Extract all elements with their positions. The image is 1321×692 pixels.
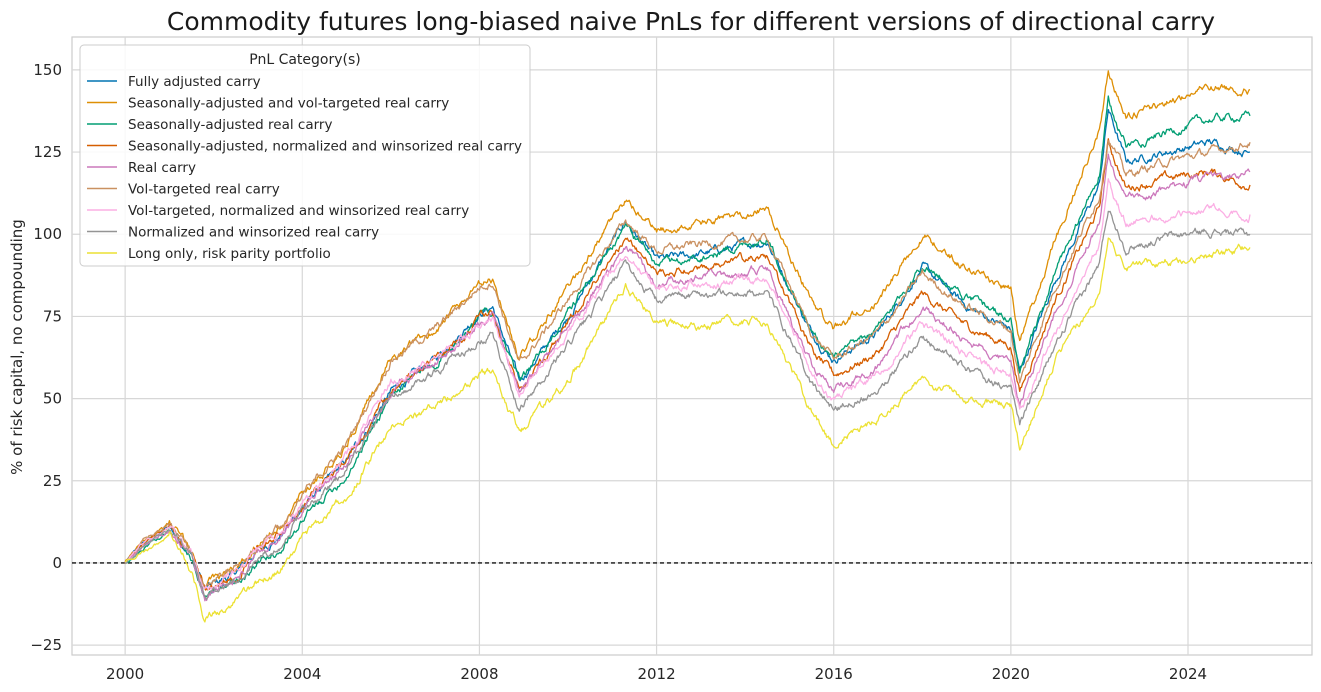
legend-label: Vol-targeted, normalized and winsorized … bbox=[128, 203, 469, 219]
legend-box bbox=[79, 44, 531, 267]
legend: PnL Category(s) Fully adjusted carry Seas… bbox=[79, 44, 531, 267]
y-tick-label: 50 bbox=[43, 390, 62, 408]
x-tick-label: 2016 bbox=[815, 665, 853, 683]
x-tick-label: 2008 bbox=[460, 665, 498, 683]
y-tick-label: 125 bbox=[33, 143, 62, 161]
x-tick-label: 2024 bbox=[1169, 665, 1207, 683]
series-line bbox=[124, 108, 1250, 589]
y-tick-label: 0 bbox=[52, 554, 62, 572]
y-tick-label: 100 bbox=[33, 225, 62, 243]
y-tick-label: 25 bbox=[43, 472, 62, 490]
x-tick-label: 2004 bbox=[283, 665, 321, 683]
legend-label: Vol-targeted real carry bbox=[128, 182, 280, 198]
y-tick-label: 150 bbox=[33, 61, 62, 79]
y-tick-label: 75 bbox=[43, 307, 62, 325]
series-line bbox=[124, 210, 1251, 601]
x-tick-label: 2012 bbox=[637, 665, 675, 683]
legend-label: Fully adjusted carry bbox=[128, 74, 261, 90]
legend-label: Normalized and winsorized real carry bbox=[128, 225, 379, 241]
series-line bbox=[124, 95, 1251, 598]
axis-ticks: 2000 2004 2008 2012 2016 2020 2024 −25 0 25 50 75 10… bbox=[30, 61, 1207, 683]
chart-title: Commodity futures long-biased naive PnLs… bbox=[167, 7, 1215, 36]
legend-label: Seasonally-adjusted, normalized and wins… bbox=[128, 139, 522, 155]
legend-label: Real carry bbox=[128, 160, 196, 176]
series-line bbox=[124, 237, 1251, 623]
legend-label: Seasonally-adjusted and vol-targeted rea… bbox=[128, 96, 449, 112]
legend-label: Long only, risk parity portfolio bbox=[128, 246, 331, 262]
legend-label: Seasonally-adjusted real carry bbox=[128, 117, 332, 133]
series-line bbox=[124, 153, 1251, 602]
series-line bbox=[124, 140, 1251, 589]
x-tick-label: 2020 bbox=[992, 665, 1030, 683]
y-axis-label: % of risk capital, no compounding bbox=[8, 219, 26, 475]
y-tick-label: −25 bbox=[30, 636, 62, 654]
series-line bbox=[124, 178, 1251, 591]
x-tick-label: 2000 bbox=[106, 665, 144, 683]
series-layer bbox=[124, 70, 1251, 623]
legend-items: Fully adjusted carry Seasonally-adjusted … bbox=[87, 74, 522, 262]
legend-title: PnL Category(s) bbox=[249, 52, 361, 68]
